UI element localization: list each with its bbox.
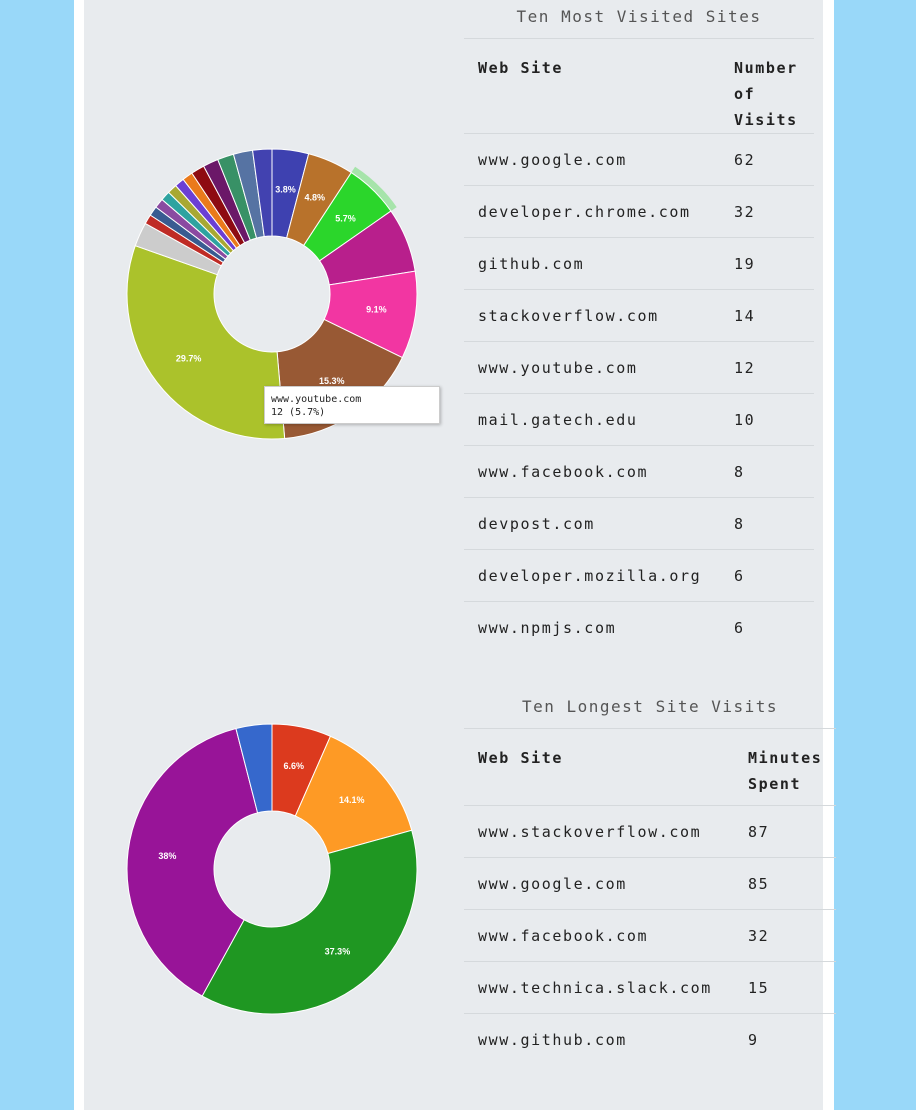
header-web-site: Web Site [464, 38, 720, 134]
header-web-site: Web Site [464, 728, 734, 806]
table-header-row: Web Site Minutes Spent [464, 728, 836, 806]
cell-site: www.google.com [464, 857, 734, 910]
cell-site: www.facebook.com [464, 445, 720, 498]
slice-label: 29.7% [176, 354, 202, 364]
table-row: mail.gatech.edu 10 [464, 393, 814, 446]
longest-visits-donut-chart: 6.6% 14.1% 37.3% 38% [126, 723, 418, 1015]
table-row: www.youtube.com 12 [464, 341, 814, 394]
chart-tooltip: www.youtube.com 12 (5.7%) [264, 386, 440, 424]
pie-slice[interactable] [251, 148, 273, 238]
slice-label: 6.6% [283, 761, 304, 771]
cell-value: 32 [720, 185, 814, 238]
longest-visits-table: Web Site Minutes Spent www.stackoverflow… [464, 728, 836, 1065]
cell-value: 8 [720, 497, 814, 550]
cell-site: www.google.com [464, 133, 720, 186]
cell-site: github.com [464, 237, 720, 290]
most-visited-section: Ten Most Visited Sites Web Site Number o… [464, 0, 814, 653]
longest-visits-section: Ten Longest Site Visits Web Site Minutes… [464, 690, 836, 1065]
most-visited-title: Ten Most Visited Sites [516, 7, 762, 26]
cell-value: 85 [734, 857, 836, 910]
slice-label: 15.3% [319, 376, 345, 386]
pie-slice[interactable] [126, 727, 259, 997]
cell-site: developer.chrome.com [464, 185, 720, 238]
cell-value: 12 [720, 341, 814, 394]
slice-label: 3.8% [275, 184, 296, 194]
table-row: www.facebook.com 32 [464, 909, 836, 962]
table-row: www.stackoverflow.com 87 [464, 805, 836, 858]
slice-label: 5.7% [335, 213, 356, 223]
table-row: github.com 19 [464, 237, 814, 290]
cell-site: www.github.com [464, 1013, 734, 1065]
most-visited-table: Web Site Number of Visits www.google.com… [464, 38, 814, 653]
most-visited-donut-chart: 3.8% 4.8% 5.7% 9.1% 15.3% 29.7% [126, 148, 418, 440]
slice-highlight [351, 166, 397, 212]
pie-slice[interactable] [201, 829, 418, 1015]
cell-site: mail.gatech.edu [464, 393, 720, 446]
cell-value: 8 [720, 445, 814, 498]
cell-value: 6 [720, 601, 814, 653]
cell-site: devpost.com [464, 497, 720, 550]
slice-label: 4.8% [304, 193, 325, 203]
cell-value: 6 [720, 549, 814, 602]
tooltip-value: 12 (5.7%) [271, 407, 326, 418]
cell-value: 10 [720, 393, 814, 446]
table-row: www.google.com 85 [464, 857, 836, 910]
cell-value: 14 [720, 289, 814, 342]
cell-site: www.npmjs.com [464, 601, 720, 653]
header-number-of-visits: Number of Visits [720, 38, 814, 134]
table-header-row: Web Site Number of Visits [464, 38, 814, 134]
cell-value: 9 [734, 1013, 836, 1065]
table-row: developer.chrome.com 32 [464, 185, 814, 238]
cell-value: 19 [720, 237, 814, 290]
pie-slice[interactable] [126, 245, 286, 440]
tooltip-site: www.youtube.com [271, 394, 362, 405]
table-row: www.google.com 62 [464, 133, 814, 186]
cell-value: 15 [734, 961, 836, 1014]
pie-slice[interactable] [235, 723, 273, 814]
cell-value: 32 [734, 909, 836, 962]
cell-site: www.youtube.com [464, 341, 720, 394]
longest-visits-title: Ten Longest Site Visits [521, 697, 779, 716]
cell-site: developer.mozilla.org [464, 549, 720, 602]
slice-label: 37.3% [325, 947, 351, 957]
table-row: www.npmjs.com 6 [464, 601, 814, 653]
slice-label: 38% [158, 851, 176, 861]
header-minutes-spent: Minutes Spent [734, 728, 836, 806]
cell-site: www.stackoverflow.com [464, 805, 734, 858]
cell-site: www.technica.slack.com [464, 961, 734, 1014]
table-row: www.github.com 9 [464, 1013, 836, 1065]
table-row: www.facebook.com 8 [464, 445, 814, 498]
table-row: www.technica.slack.com 15 [464, 961, 836, 1014]
cell-value: 62 [720, 133, 814, 186]
cell-site: www.facebook.com [464, 909, 734, 962]
slice-label: 9.1% [366, 305, 387, 315]
slice-label: 14.1% [339, 795, 365, 805]
table-row: stackoverflow.com 14 [464, 289, 814, 342]
table-row: developer.mozilla.org 6 [464, 549, 814, 602]
cell-value: 87 [734, 805, 836, 858]
cell-site: stackoverflow.com [464, 289, 720, 342]
table-row: devpost.com 8 [464, 497, 814, 550]
